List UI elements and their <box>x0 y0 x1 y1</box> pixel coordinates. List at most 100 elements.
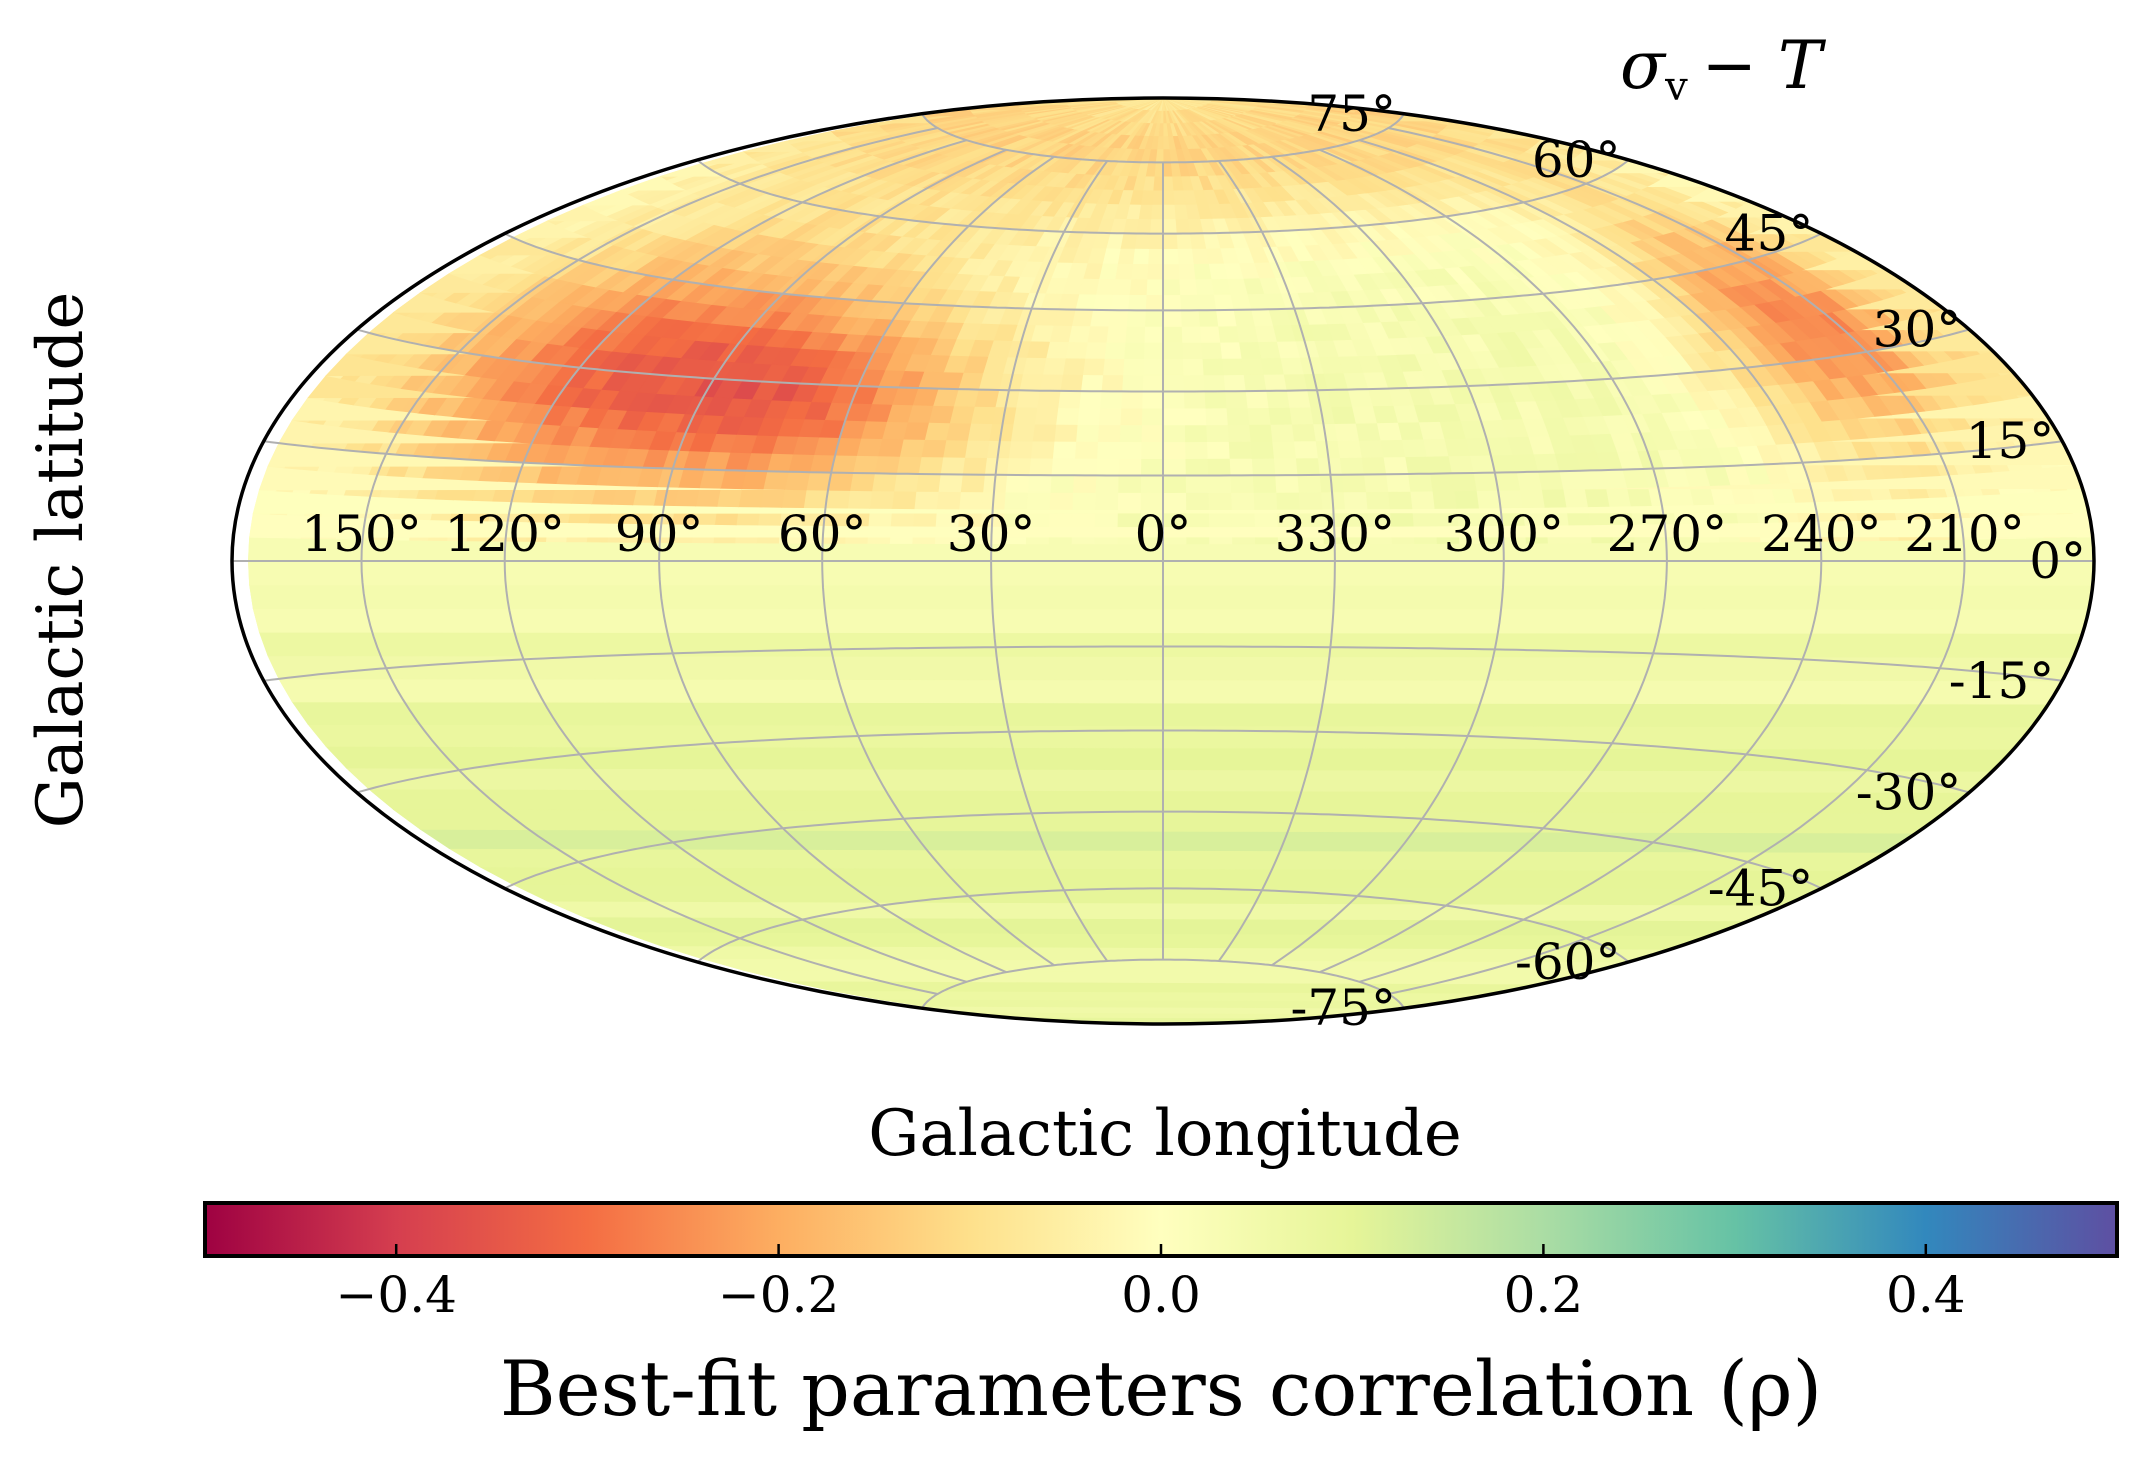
heatmap-cell <box>1274 474 1299 493</box>
heatmap-cell <box>1107 309 1129 327</box>
heatmap-cell <box>1099 390 1123 409</box>
heatmap-cell <box>1296 474 1322 493</box>
heatmap-cell <box>1123 341 1145 360</box>
heatmap-cell <box>1142 358 1164 376</box>
heatmap-cell <box>937 473 963 493</box>
heatmap-cell <box>1100 374 1124 392</box>
heatmap-cell <box>1162 441 1186 460</box>
heatmap-cell <box>1150 203 1164 220</box>
heatmap-cell <box>1076 407 1101 426</box>
heatmap-cell <box>1206 441 1230 459</box>
heatmap-cell <box>1080 374 1104 392</box>
heatmap-cell <box>913 490 939 510</box>
heatmap-cell <box>1140 441 1164 460</box>
heatmap-cell <box>1112 278 1132 295</box>
heatmap-cell <box>1162 424 1186 443</box>
heatmap-cell <box>1205 424 1229 443</box>
heatmap-cell <box>1400 438 1427 458</box>
heatmap-cell <box>1177 263 1196 280</box>
heatmap-cell <box>1162 358 1184 376</box>
heatmap-cell <box>827 472 854 491</box>
heatmap-cell <box>1196 293 1217 311</box>
heatmap-cell <box>1250 457 1276 476</box>
heatmap-cell <box>920 439 947 458</box>
heatmap-cell <box>1048 491 1074 510</box>
heatmap-cell <box>1162 189 1175 205</box>
heatmap-cell <box>1341 474 1366 493</box>
heatmap-cell <box>1074 440 1099 459</box>
heatmap-cell <box>1052 440 1077 459</box>
heatmap-cell <box>1279 356 1304 375</box>
heatmap-cell <box>1626 486 1652 507</box>
heatmap-cell <box>1175 233 1192 249</box>
heatmap-cell <box>1030 440 1055 459</box>
heatmap-cell <box>1134 233 1151 249</box>
heatmap-cell <box>1162 309 1182 327</box>
heatmap-cell <box>1118 424 1142 443</box>
heatmap-cell <box>1200 341 1223 360</box>
heatmap-cell <box>1127 294 1147 311</box>
heatmap-cell <box>1447 455 1474 474</box>
heatmap-cell <box>1385 473 1411 492</box>
heatmap-cell <box>1288 406 1314 425</box>
heatmap-cell <box>1252 491 1278 510</box>
heatmap-cell <box>1114 262 1134 280</box>
heatmap-cell <box>1295 457 1320 476</box>
heatmap-cell <box>1089 309 1111 327</box>
heatmap-cell <box>1042 357 1066 375</box>
heatmap-cell <box>960 474 985 493</box>
heatmap-cell <box>893 473 919 492</box>
heatmap-cell <box>1330 405 1356 425</box>
heatmap-cell <box>1102 357 1125 376</box>
heatmap-cell <box>1244 390 1269 409</box>
heatmap-cell <box>1162 203 1176 220</box>
heatmap-cell <box>1326 389 1353 408</box>
heatmap-cell <box>1144 294 1164 311</box>
heatmap-cell <box>1084 341 1107 359</box>
heatmap-cell <box>1206 457 1231 476</box>
heatmap-cell <box>1162 294 1182 311</box>
heatmap-cell <box>1429 472 1455 492</box>
heatmap-cell <box>1130 263 1149 280</box>
heatmap-cell <box>1174 218 1190 235</box>
heatmap-cell <box>1215 309 1237 327</box>
heatmap-cell <box>1197 309 1219 327</box>
heatmap-cell <box>716 487 743 508</box>
heatmap-cell <box>895 455 922 475</box>
heatmap-cell <box>1229 293 1252 311</box>
heatmap-cell <box>1148 233 1164 250</box>
heatmap-cell <box>1118 441 1142 460</box>
heatmap-cell <box>1425 455 1452 475</box>
heatmap-cell <box>1145 278 1164 296</box>
heatmap-cell <box>1162 341 1183 360</box>
heatmap-cell <box>247 560 2094 586</box>
heatmap-cell <box>1226 424 1251 442</box>
heatmap-cell <box>1162 218 1177 235</box>
heatmap-cell <box>849 472 876 492</box>
heatmap-cell <box>1062 357 1086 376</box>
heatmap-cell <box>967 422 993 441</box>
heatmap-cell <box>1227 440 1252 459</box>
heatmap-cell <box>871 472 897 492</box>
heatmap-cell <box>1178 278 1198 296</box>
heatmap-cell <box>1271 440 1296 459</box>
heatmap-cell <box>1238 341 1262 359</box>
heatmap-cell <box>1210 278 1231 295</box>
heatmap-cell <box>1094 492 1119 511</box>
heatmap-cell <box>258 631 2084 658</box>
heatmap-cell <box>1071 491 1096 511</box>
heatmap-cell <box>1179 294 1199 311</box>
heatmap-cell <box>1249 440 1274 459</box>
heatmap-cell <box>1141 374 1164 392</box>
heatmap-cell <box>1162 233 1178 250</box>
heatmap-cell <box>1117 458 1142 476</box>
heatmap-cell <box>1180 325 1202 343</box>
heatmap-cell <box>1173 203 1188 220</box>
heatmap-cell <box>1176 247 1194 265</box>
heatmap-cell <box>1146 263 1164 280</box>
heatmap-cell <box>1105 325 1127 343</box>
heatmap-cell <box>1187 218 1204 234</box>
heatmap-cell <box>1204 407 1228 426</box>
heatmap-cell <box>1141 407 1164 426</box>
